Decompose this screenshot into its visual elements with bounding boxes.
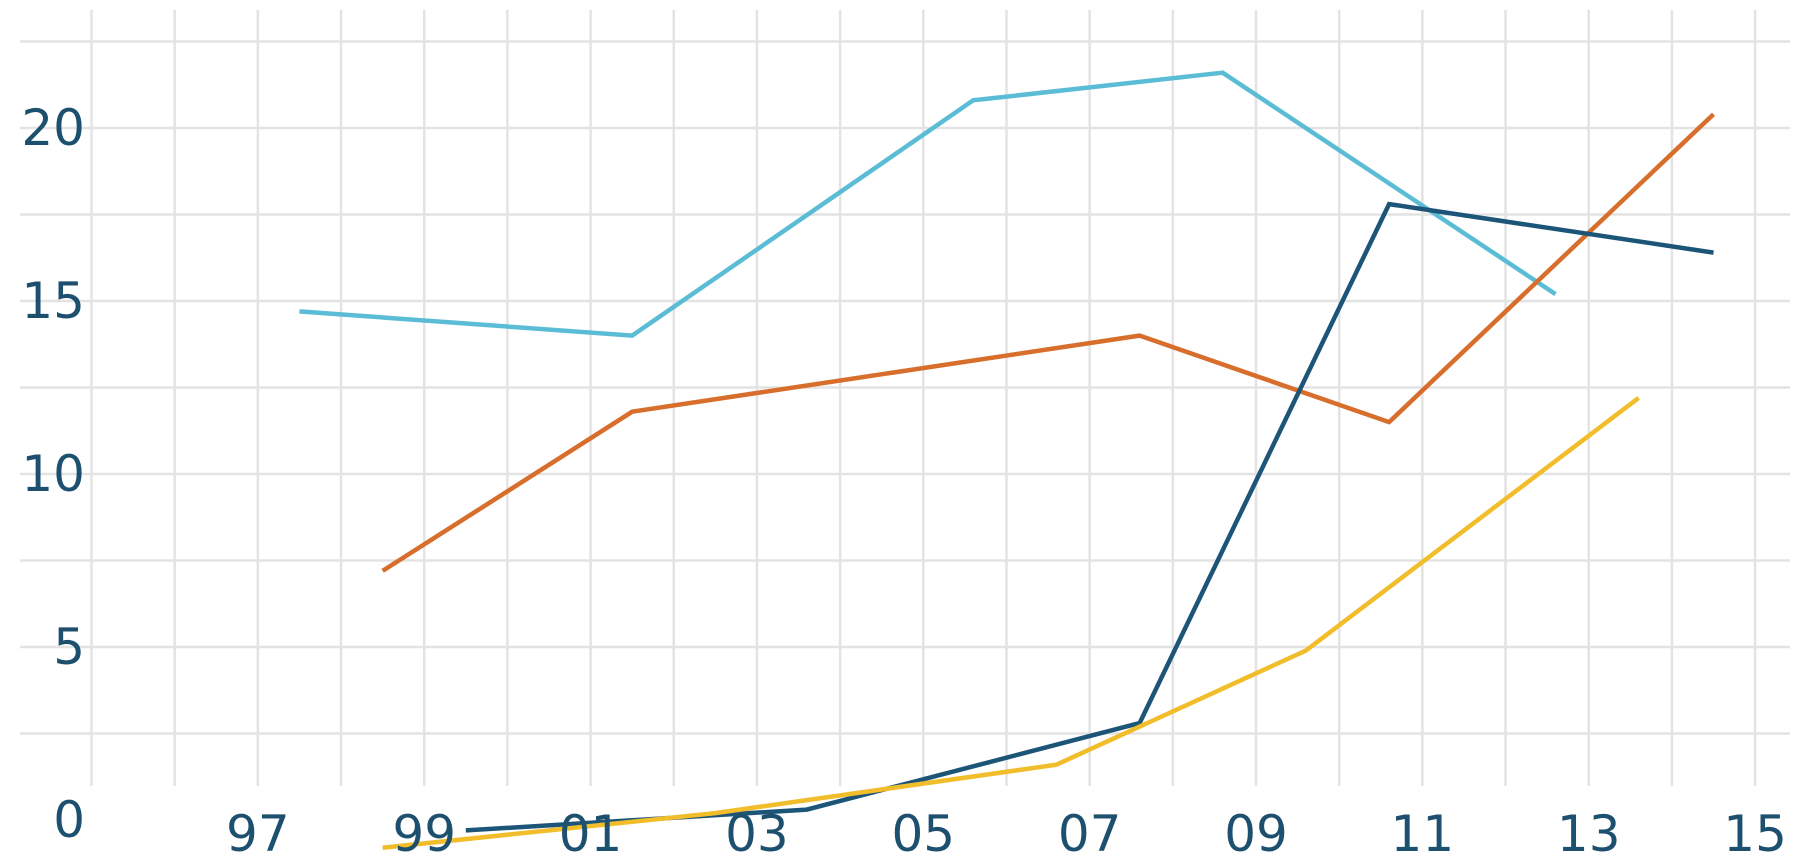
y-axis-ticks: 0 5 10 15 20 [21, 99, 85, 849]
series-line-4 [382, 396, 1640, 850]
y-tick-label: 10 [21, 445, 85, 503]
x-tick-label: 05 [891, 805, 955, 863]
y-tick-label: 20 [21, 99, 85, 157]
series-line-2 [381, 112, 1716, 573]
x-tick-label: 11 [1391, 805, 1455, 863]
y-tick-label: 0 [53, 791, 85, 849]
series-line-1 [299, 70, 1557, 338]
x-tick-label: 99 [392, 805, 456, 863]
x-axis-ticks: 97 99 01 03 05 07 09 11 13 15 [226, 805, 1787, 863]
x-tick-label: 07 [1058, 805, 1122, 863]
x-tick-label: 13 [1557, 805, 1621, 863]
x-tick-label: 97 [226, 805, 290, 863]
y-tick-label: 5 [53, 618, 85, 676]
x-tick-label: 09 [1224, 805, 1288, 863]
x-tick-label: 03 [725, 805, 789, 863]
grid [20, 10, 1790, 786]
y-tick-label: 15 [21, 272, 85, 330]
x-tick-label: 01 [559, 805, 623, 863]
series-lines [299, 70, 1716, 850]
x-tick-label: 15 [1723, 805, 1787, 863]
